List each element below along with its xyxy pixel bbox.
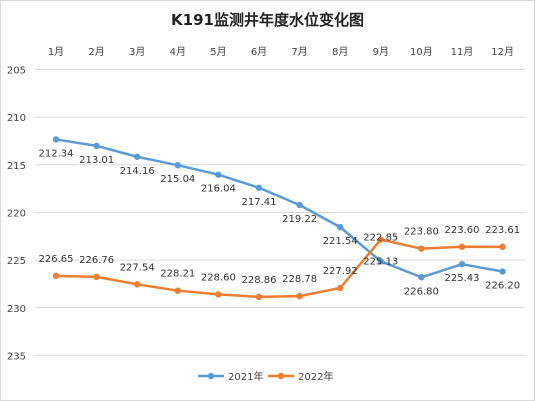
legend-marker-1	[207, 372, 215, 380]
x-tick-label: 3月	[129, 46, 145, 58]
data-label: 228.60	[201, 272, 236, 283]
data-label: 219.22	[282, 214, 317, 225]
data-point	[255, 293, 263, 301]
x-tick-label: 5月	[210, 46, 226, 58]
series-group	[52, 136, 506, 301]
data-label: 223.61	[485, 225, 520, 236]
data-label: 215.04	[160, 174, 195, 185]
data-label: 225.43	[445, 273, 480, 284]
data-point	[52, 136, 60, 143]
data-point	[134, 153, 141, 160]
data-point	[377, 236, 384, 243]
data-point	[418, 245, 425, 252]
gridlines	[35, 69, 525, 356]
x-tick-label: 7月	[291, 46, 307, 58]
y-tick-label: 215	[7, 161, 26, 172]
data-point	[93, 273, 100, 281]
x-tick-label: 1月	[48, 46, 64, 58]
data-label: 212.34	[39, 148, 74, 159]
y-tick-label: 220	[7, 208, 26, 219]
data-point	[174, 287, 181, 294]
data-point	[499, 268, 506, 275]
data-point	[296, 292, 303, 300]
y-tick-label: 210	[7, 113, 26, 124]
x-tick-label: 6月	[251, 46, 267, 58]
x-tick-label: 12月	[491, 46, 514, 58]
data-label: 217.41	[242, 197, 277, 208]
legend: 2021年 2022年	[198, 370, 333, 383]
data-label: 223.80	[404, 227, 439, 238]
data-label: 214.16	[120, 166, 155, 177]
y-tick-label: 205	[7, 66, 26, 77]
legend-label-2: 2022年	[298, 370, 333, 383]
data-point	[296, 201, 303, 209]
x-axis-ticks: 1月 2月 3月 4月 5月 6月 7月 8月 9月 10月 11月 12月	[48, 46, 514, 58]
data-point	[174, 161, 181, 169]
y-tick-label: 235	[7, 351, 26, 362]
x-tick-label: 2月	[88, 46, 104, 58]
data-point	[499, 243, 506, 251]
data-label: 213.01	[79, 155, 114, 166]
data-point	[458, 243, 466, 250]
data-label: 226.20	[485, 281, 520, 292]
y-axis-ticks: 205 210 215 220 225 230 235	[7, 66, 26, 363]
data-point	[134, 281, 141, 288]
data-label: 226.65	[39, 254, 74, 265]
data-label: 221.54	[323, 236, 358, 247]
data-label: 227.54	[120, 262, 155, 273]
data-point	[93, 142, 100, 150]
y-tick-label: 225	[7, 256, 26, 267]
data-label: 228.78	[282, 274, 317, 285]
series-line-2	[55, 238, 503, 299]
y-tick-label: 230	[7, 304, 26, 315]
x-tick-label: 11月	[451, 46, 474, 58]
x-tick-label: 10月	[410, 46, 433, 58]
data-label: 222.85	[363, 233, 398, 244]
x-tick-label: 4月	[170, 46, 186, 58]
data-label: 226.76	[79, 255, 114, 266]
series-line-1	[55, 138, 503, 279]
data-point	[215, 291, 222, 298]
data-point	[458, 260, 466, 268]
data-labels: 212.34 213.01 214.16 215.04 216.04 217.41 219.…	[39, 148, 521, 297]
x-tick-label: 9月	[373, 46, 389, 58]
data-label: 228.21	[160, 269, 195, 280]
data-point	[337, 284, 344, 292]
data-label: 226.80	[404, 286, 439, 297]
chart-title: K191监测井年度水位变化图	[171, 11, 364, 29]
data-point	[52, 272, 60, 280]
legend-marker-2	[277, 372, 285, 380]
data-label: 225.13	[363, 256, 398, 267]
data-label: 228.86	[242, 275, 277, 286]
x-tick-label: 8月	[332, 46, 348, 58]
data-point	[255, 184, 263, 191]
data-point	[215, 171, 222, 178]
data-point	[337, 223, 344, 231]
data-label: 216.04	[201, 184, 236, 195]
data-point	[418, 274, 425, 281]
data-label: 227.92	[323, 266, 358, 277]
data-label: 223.60	[445, 225, 480, 236]
data-point	[377, 258, 384, 265]
legend-label-1: 2021年	[228, 370, 263, 383]
